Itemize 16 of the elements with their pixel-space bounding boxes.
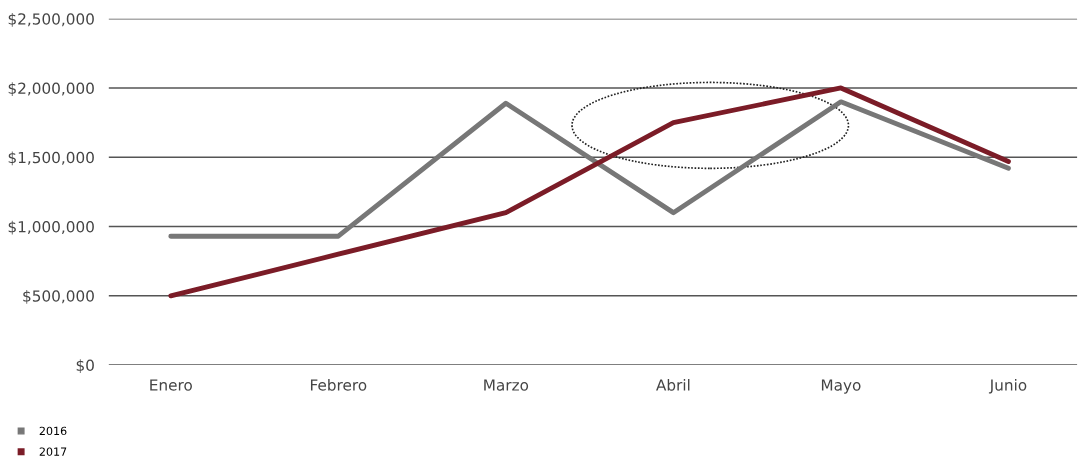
line-series	[168, 99, 1011, 239]
y-tick-label: $500,000	[23, 289, 94, 304]
x-tick-label: Junio	[988, 378, 1027, 394]
y-tick-label: $1,500,000	[8, 151, 94, 166]
y-tick-label: $2,000,000	[8, 82, 94, 97]
legend-label: 2017	[39, 447, 67, 456]
x-tick-label: Febrero	[310, 378, 367, 391]
y-tick-label: $0	[76, 359, 94, 374]
line-series	[168, 85, 1011, 299]
x-tick-label: Abril	[656, 378, 690, 391]
x-tick-label: Mayo	[821, 379, 861, 394]
x-tick-label: Enero	[150, 379, 192, 391]
y-tick-label: $1,000,000	[8, 220, 94, 235]
legend-label: 2016	[39, 426, 67, 436]
y-tick-label: $2,500,000	[8, 12, 94, 27]
x-tick-label: Marzo	[484, 379, 529, 391]
